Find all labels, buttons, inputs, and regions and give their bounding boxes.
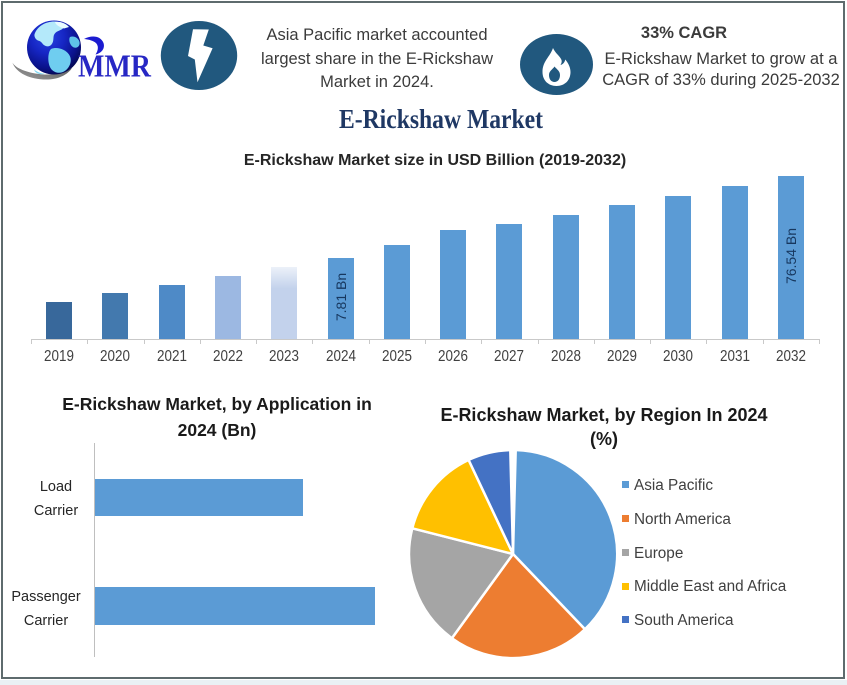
svg-text:MMR: MMR: [78, 48, 152, 84]
